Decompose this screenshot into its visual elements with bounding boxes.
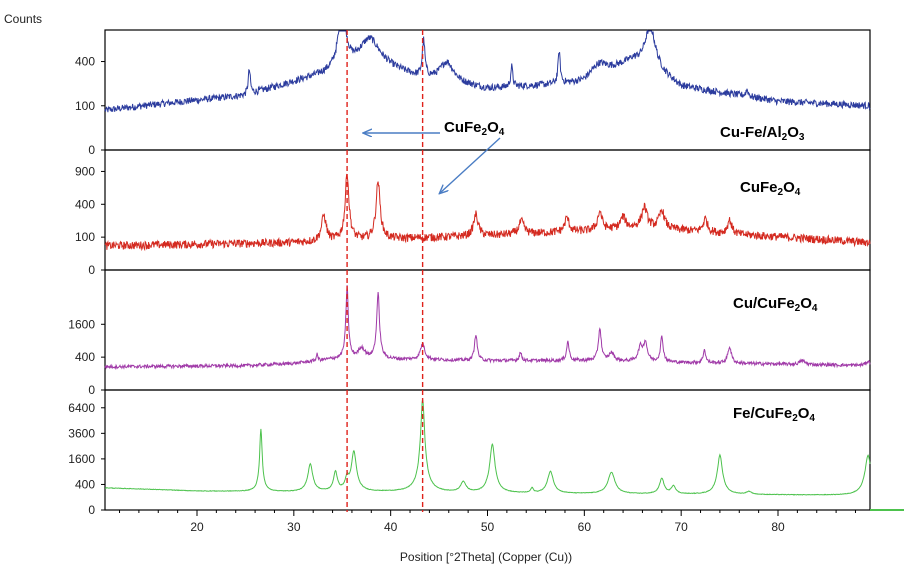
series-line xyxy=(104,285,871,371)
x-axis-label: Position [°2Theta] (Copper (Cu)) xyxy=(400,550,572,564)
y-axis-label: Counts xyxy=(4,12,42,26)
panel-label: Cu/CuFe2O4 xyxy=(733,295,818,314)
y-tick-label: 1600 xyxy=(68,452,95,466)
y-tick-label: 100 xyxy=(75,230,95,244)
y-tick-label: 1600 xyxy=(68,317,95,331)
annotation-sub-2: 4 xyxy=(499,127,505,138)
y-tick-label: 3600 xyxy=(68,426,95,440)
series-line xyxy=(104,173,871,252)
annotation-text-2: O xyxy=(487,119,499,136)
panels-group: 0 100 400 Cu-Fe/Al2O3 0 100 400 900 CuFe2O4 0 400 1… xyxy=(68,29,871,517)
panel-2: 0 100 400 900 CuFe2O4 xyxy=(75,149,871,277)
y-tick-label: 6400 xyxy=(68,401,95,415)
y-tick-label: 0 xyxy=(88,503,95,517)
panel-label: CuFe2O4 xyxy=(740,179,801,198)
y-tick-label: 100 xyxy=(75,99,95,113)
y-tick-label: 400 xyxy=(75,477,95,491)
x-tick-label: 70 xyxy=(674,520,688,534)
y-tick-label: 900 xyxy=(75,164,95,178)
x-tick-label: 20 xyxy=(190,520,204,534)
x-tick-label: 40 xyxy=(384,520,398,534)
y-tick-label: 0 xyxy=(88,143,95,157)
panel-4: 0 400 1600 3600 6400 Fe/CuFe2O4 xyxy=(68,389,871,517)
y-tick-label: 400 xyxy=(75,197,95,211)
panel-label: Cu-Fe/Al2O3 xyxy=(720,124,805,143)
x-axis: 20 30 40 50 60 70 80 xyxy=(119,509,904,534)
panel-label: Fe/CuFe2O4 xyxy=(733,405,815,424)
annotation-label: CuFe2O4 xyxy=(444,119,505,138)
panel-3: 0 400 1600 Cu/CuFe2O4 xyxy=(68,269,871,397)
y-tick-label: 0 xyxy=(88,263,95,277)
reference-lines xyxy=(346,30,424,512)
annotation-group: CuFe2O4 xyxy=(364,119,505,193)
annotation-sub-1: 2 xyxy=(482,127,488,138)
panel-frame xyxy=(104,149,871,271)
annotation-text-1: CuFe xyxy=(444,119,482,136)
y-tick-label: 400 xyxy=(75,350,95,364)
y-tick-label: 0 xyxy=(88,383,95,397)
series-line xyxy=(104,29,871,113)
series-line xyxy=(104,399,871,496)
panel-1: 0 100 400 Cu-Fe/Al2O3 xyxy=(75,29,871,157)
x-tick-label: 30 xyxy=(287,520,301,534)
annotation-arrow-down xyxy=(440,137,501,193)
x-tick-label: 80 xyxy=(771,520,785,534)
panel-frame xyxy=(104,269,871,391)
x-tick-label: 60 xyxy=(578,520,592,534)
x-tick-label: 50 xyxy=(481,520,495,534)
y-tick-label: 400 xyxy=(75,55,95,69)
